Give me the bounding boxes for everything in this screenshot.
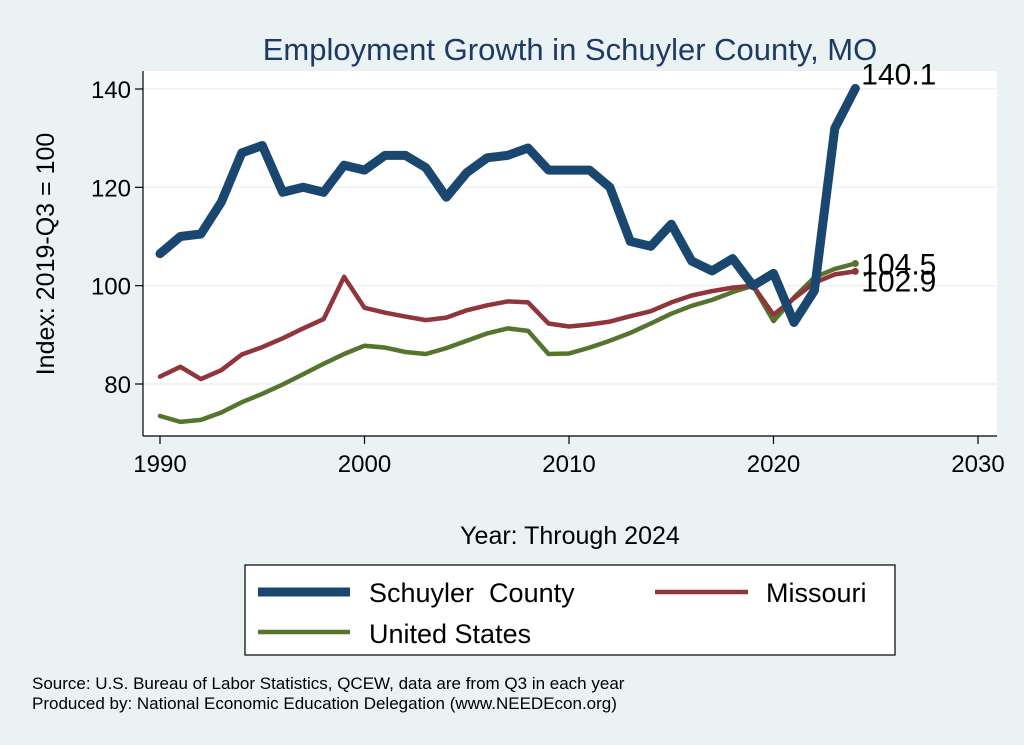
y-tick-label: 100: [91, 274, 131, 301]
x-tick-label: 2000: [338, 451, 391, 478]
legend-label: Schuyler County: [369, 578, 575, 608]
x-tick-label: 1990: [133, 451, 186, 478]
y-tick-label: 140: [91, 77, 131, 104]
series-lines: [155, 84, 860, 425]
end-label-missouri: 102.9: [861, 265, 936, 298]
y-axis-label: Index: 2019-Q3 = 100: [32, 133, 60, 376]
series-line-missouri: [157, 269, 858, 382]
series-line-united-states: [157, 261, 858, 425]
legend: Schuyler County Missouri United States: [244, 564, 896, 656]
series-end-point: [851, 267, 859, 275]
end-label-schuyler-county: 140.1: [861, 59, 936, 92]
legend-box: [244, 564, 896, 656]
series-end-point: [850, 84, 860, 94]
legend-label: Missouri: [766, 578, 867, 608]
y-tick-label: 80: [104, 372, 131, 399]
x-axis-ticks: 1990 2000 2010 2020 2030: [133, 436, 1005, 478]
x-axis-label: Year: Through 2024: [460, 522, 680, 550]
y-axis-ticks: 80 100 120 140: [91, 77, 143, 399]
x-tick-label: 2010: [542, 451, 595, 478]
plot-area: [143, 71, 997, 436]
producer-note: Produced by: National Economic Education…: [32, 694, 617, 713]
series-end-point: [851, 260, 859, 268]
y-tick-label: 120: [91, 175, 131, 202]
series-line-schuyler-county: [155, 84, 860, 327]
chart-title: Employment Growth in Schuyler County, MO: [263, 32, 877, 67]
source-note: Source: U.S. Bureau of Labor Statistics,…: [32, 674, 625, 693]
x-tick-label: 2020: [747, 451, 800, 478]
legend-label: United States: [369, 619, 531, 649]
x-tick-label: 2030: [951, 451, 1004, 478]
end-label-united-states: 104.5: [861, 249, 936, 282]
